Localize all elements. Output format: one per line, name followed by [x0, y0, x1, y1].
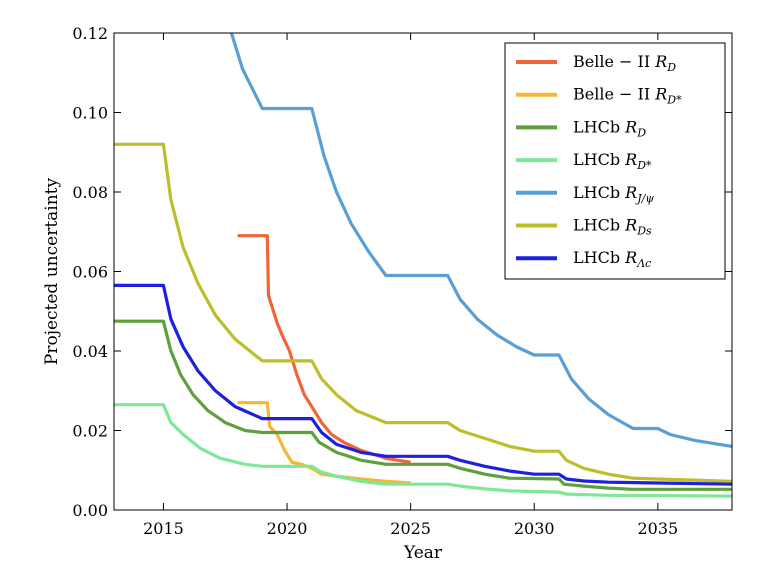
x-tick-label: 2015	[143, 519, 184, 538]
legend-label: LHCb RD*	[573, 150, 652, 172]
series-layer	[114, 33, 732, 498]
series-line-3	[114, 403, 732, 498]
legend-label: LHCb RJ/ψ	[573, 183, 654, 205]
x-tick-label: 2030	[514, 519, 555, 538]
series-line-6	[114, 283, 732, 486]
y-axis-title: Projected uncertainty	[42, 177, 62, 365]
series-line-4	[229, 33, 732, 448]
y-tick-label: 0.06	[72, 263, 108, 282]
x-tick-label: 2020	[267, 519, 308, 538]
series-line-2	[114, 319, 732, 491]
y-tick-label: 0.08	[72, 183, 108, 202]
x-tick-label: 2035	[637, 519, 678, 538]
legend-label: LHCb RDs	[573, 216, 652, 238]
series-line-5	[114, 142, 732, 483]
x-axis-title: Year	[403, 543, 443, 563]
y-tick-label: 0.12	[72, 24, 108, 43]
legend-label: Belle − II RD*	[573, 85, 682, 107]
tick-layer: 2015 2020 2025 2030 2035 0.00 0.02 0.04 0.06 0.08…	[72, 24, 732, 538]
y-tick-label: 0.02	[72, 422, 108, 441]
series-line-1	[237, 401, 411, 485]
series-line-0	[237, 234, 411, 464]
legend: Belle − II RD Belle − II RD* LHCb RD LHCb R…	[504, 42, 726, 280]
legend-label: Belle − II RD	[573, 52, 676, 74]
x-tick-label: 2025	[390, 519, 431, 538]
y-tick-label: 0.10	[72, 104, 108, 123]
legend-label: LHCb RΛc	[573, 248, 651, 270]
y-tick-label: 0.04	[72, 342, 108, 361]
legend-label: LHCb RD	[573, 117, 646, 139]
y-tick-label: 0.00	[72, 501, 108, 520]
